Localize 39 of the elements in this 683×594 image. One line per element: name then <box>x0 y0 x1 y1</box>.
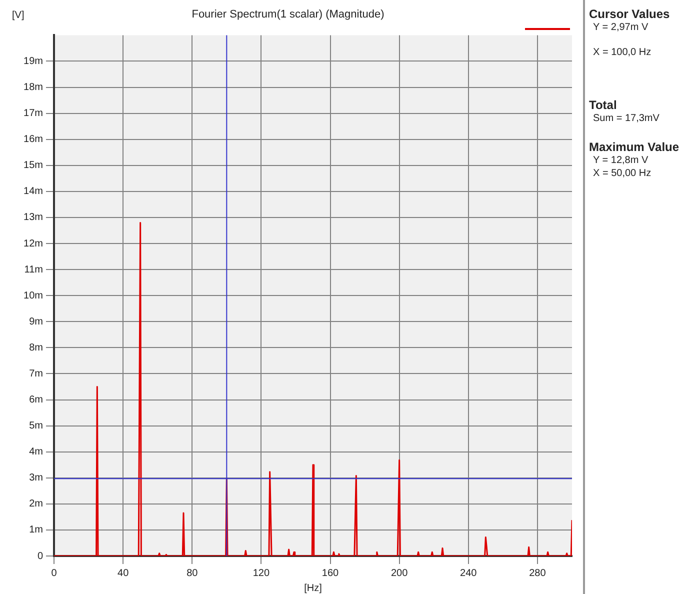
text: Cursor Values <box>589 7 671 21</box>
y-tick-label: 9m <box>29 316 43 328</box>
y-tick-label: 5m <box>29 420 43 432</box>
x-tick-label: 160 <box>322 568 340 579</box>
text: X = 50,00 Hz <box>593 167 652 180</box>
x-tick-label: 280 <box>529 568 546 579</box>
y-tick-label: 1m <box>29 524 43 536</box>
y-tick-label: 13m <box>24 212 43 224</box>
chart-title: Fourier Spectrum(1 scalar) (Magnitude) <box>192 8 384 21</box>
y-tick-label: 15m <box>24 160 43 172</box>
y-tick-label: 2m <box>29 498 43 510</box>
y-tick-label: 18m <box>24 82 43 94</box>
x-tick-label: 40 <box>118 568 130 579</box>
y-tick-label: 0 <box>37 550 44 562</box>
x-tick-label: 80 <box>186 568 198 579</box>
text: X = 100,0 Hz <box>593 46 652 59</box>
y-tick-label: 8m <box>29 342 43 354</box>
text: Y = 2,97m V <box>593 21 650 34</box>
y-tick-label: 14m <box>24 186 43 198</box>
y-tick-label: 16m <box>24 134 43 146</box>
y-tick-label: 19m <box>24 56 43 67</box>
y-tick-label: 3m <box>29 472 43 484</box>
y-tick-label: 7m <box>29 368 43 380</box>
y-tick-label: 12m <box>24 238 43 250</box>
y-tick-label: 10m <box>24 290 43 302</box>
x-axis-title: [Hz] <box>304 582 322 594</box>
text: Sum = 17,3mV <box>593 112 660 125</box>
y-tick-label: 17m <box>24 108 43 120</box>
x-tick-label: 240 <box>460 568 478 579</box>
y-tick-label: 11m <box>24 264 43 276</box>
y-axis-title: [V] <box>12 10 24 21</box>
y-tick-label: 6m <box>29 394 43 406</box>
y-tick-label: 4m <box>29 446 43 458</box>
x-tick-label: 120 <box>252 568 270 579</box>
text: Maximum Value <box>589 140 680 154</box>
x-tick-label: 0 <box>51 568 58 579</box>
text: Total <box>589 98 618 112</box>
x-tick-label: 200 <box>390 568 408 579</box>
text: Y = 12,8m V <box>593 154 650 167</box>
